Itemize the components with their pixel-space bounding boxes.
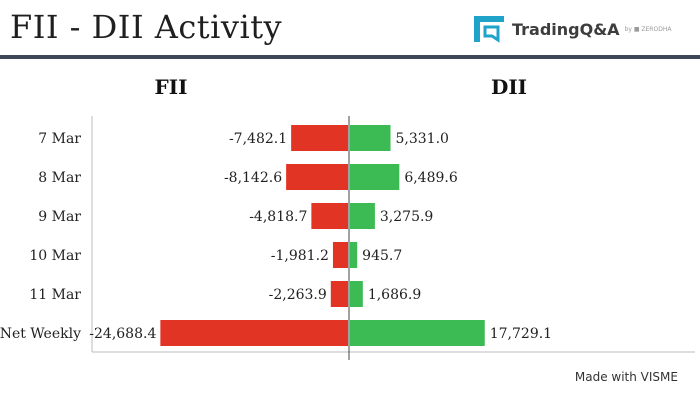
fii-bar-11-mar [330,281,348,307]
category-label-10-mar: 10 Mar [29,248,81,264]
dii-bar-10-mar [350,242,358,268]
series-header-fii: FII [155,75,188,99]
logo-text: TradingQ&A [512,19,620,39]
made-with-credit: Made with VISME [574,370,678,384]
category-label-11-mar: 11 Mar [29,287,81,303]
category-label-7-mar: 7 Mar [38,131,81,147]
dii-value-label-11-mar: 1,686.9 [368,287,421,303]
dii-value-label-8-mar: 6,489.6 [404,170,458,186]
fii-value-label-9-mar: -4,818.7 [249,209,307,225]
category-label-9-mar: 9 Mar [38,209,81,225]
dii-bar-11-mar [350,281,363,307]
tradingqa-logo: TradingQ&A by ■ ZERODHA [472,14,671,44]
dii-value-label-net-weekly: 17,729.1 [490,326,552,342]
series-header-dii: DII [491,75,527,99]
fii-value-label-8-mar: -8,142.6 [224,170,282,186]
fii-bar-net-weekly [160,320,348,346]
dii-value-label-7-mar: 5,331.0 [396,131,449,147]
dii-value-label-10-mar: 945.7 [362,248,402,264]
fii-bar-8-mar [286,164,348,190]
category-label-8-mar: 8 Mar [38,170,81,186]
fii-bar-7-mar [291,125,348,151]
header-rule [0,55,700,59]
fii-value-label-11-mar: -2,263.9 [269,287,327,303]
category-label-net-weekly: Net Weekly [0,326,81,342]
fii-bar-10-mar [332,242,348,268]
fii-value-label-net-weekly: -24,688.4 [89,326,156,342]
dii-bar-net-weekly [350,320,485,346]
fii-bar-9-mar [311,203,348,229]
dii-value-label-9-mar: 3,275.9 [380,209,433,225]
logo-byline: by ■ ZERODHA [624,25,672,33]
fii-value-label-7-mar: -7,482.1 [229,131,287,147]
fii-value-label-10-mar: -1,981.2 [271,248,329,264]
tradingqa-logo-icon [474,16,504,43]
dii-bar-7-mar [350,125,391,151]
dii-bar-9-mar [350,203,375,229]
chart-title: FII - DII Activity [10,8,283,46]
dii-bar-8-mar [350,164,400,190]
